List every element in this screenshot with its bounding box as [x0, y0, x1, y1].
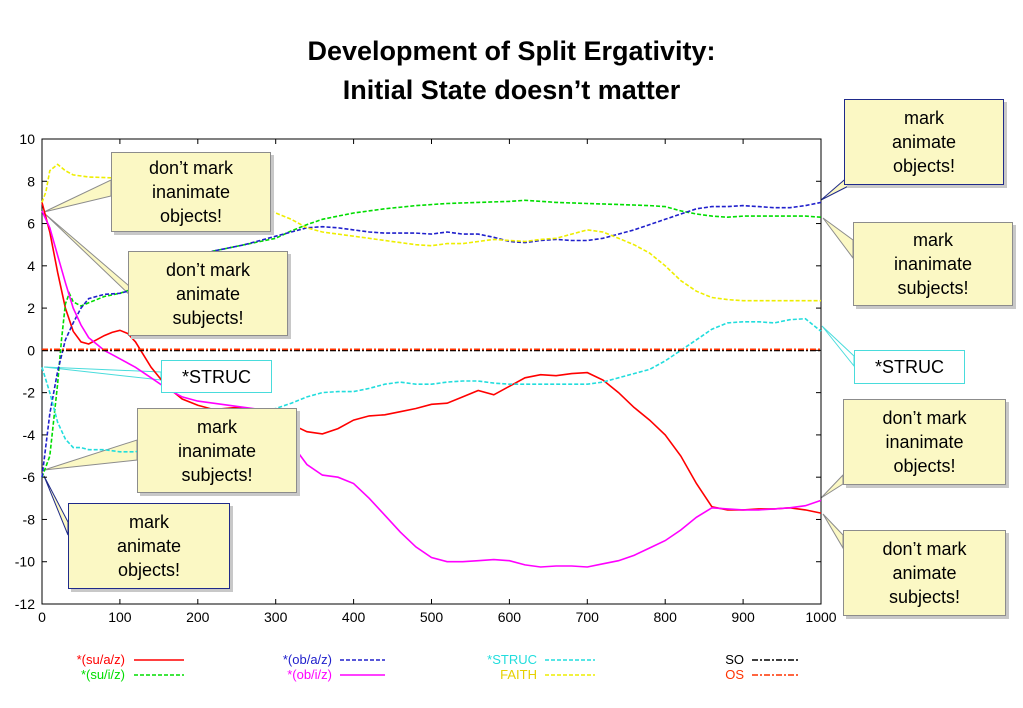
x-tick-label: 0	[38, 609, 46, 625]
callout-mark-animate-objects-left: mark animate objects!	[68, 503, 230, 589]
y-tick-label: -6	[23, 469, 36, 485]
callout-pointer	[822, 513, 844, 550]
x-tick-label: 600	[498, 609, 522, 625]
legend-label-ob-a-z: *(ob/a/z)	[282, 652, 332, 667]
x-tick-label: 300	[264, 609, 288, 625]
legend-samples	[134, 659, 800, 676]
y-tick-label: -2	[23, 385, 36, 401]
chart-title-line-2: Initial State doesn’t matter	[342, 75, 681, 105]
x-tick-label: 200	[186, 609, 210, 625]
y-tick-label: -10	[15, 554, 35, 570]
callout-struc-left: *STRUC	[161, 360, 272, 393]
series-line-su-a-z	[41, 202, 822, 514]
legend-label-os: OS	[725, 667, 744, 682]
callout-pointer	[43, 475, 69, 536]
legend-label-faith: FAITH	[500, 667, 537, 682]
x-tick-label: 900	[731, 609, 755, 625]
series-lines	[41, 163, 822, 568]
callout-mark-animate-objects-right: mark animate objects!	[844, 99, 1004, 185]
callout-dont-mark-inanimate-objects-left: don’t mark inanimate objects!	[111, 152, 271, 232]
chart-title-line-1: Development of Split Ergativity:	[307, 36, 716, 66]
legend-label-so: SO	[725, 652, 744, 667]
callout-pointer	[820, 473, 844, 499]
axis-ticks: 0 100 200 300 400 500 600 700 800 900 10001086420-…	[15, 131, 837, 625]
legend-label-ob-i-z: *(ob/i/z)	[287, 667, 332, 682]
y-tick-label: 8	[27, 173, 35, 189]
legend-label-struc: *STRUC	[487, 652, 537, 667]
callout-pointer	[43, 179, 112, 213]
x-tick-label: 700	[576, 609, 600, 625]
y-tick-label: -12	[15, 596, 35, 612]
y-tick-label: -8	[23, 511, 36, 527]
callout-dont-mark-inanimate-objects-right: don’t mark inanimate objects!	[843, 399, 1006, 485]
legend-label-su-i-z: *(su/i/z)	[80, 667, 125, 682]
callout-mark-inanimate-subjects-left: mark inanimate subjects!	[137, 408, 297, 493]
callout-pointer	[821, 325, 855, 368]
y-tick-label: 4	[27, 258, 35, 274]
y-tick-label: 0	[27, 342, 35, 358]
series-line-su-i-z	[41, 199, 822, 478]
x-tick-label: 100	[108, 609, 132, 625]
callout-dont-mark-animate-subjects-left: don’t mark animate subjects!	[128, 251, 288, 336]
callout-mark-inanimate-subjects-right: mark inanimate subjects!	[853, 222, 1013, 306]
y-tick-label: 2	[27, 300, 35, 316]
y-tick-label: -4	[23, 427, 36, 443]
x-tick-label: 500	[420, 609, 444, 625]
callout-pointer	[822, 217, 854, 260]
series-line-ob-i-z	[41, 210, 822, 568]
callout-struc-right: *STRUC	[854, 350, 965, 384]
series-line-ob-a-z	[41, 201, 822, 478]
y-tick-label: 10	[19, 131, 35, 147]
x-tick-label: 400	[342, 609, 366, 625]
y-tick-label: 6	[27, 216, 35, 232]
x-tick-label: 1000	[805, 609, 836, 625]
legend-label-su-a-z: *(su/a/z)	[76, 652, 125, 667]
callout-pointer	[43, 439, 138, 471]
callout-dont-mark-animate-subjects-right: don’t mark animate subjects!	[843, 530, 1006, 616]
x-tick-label: 800	[654, 609, 678, 625]
